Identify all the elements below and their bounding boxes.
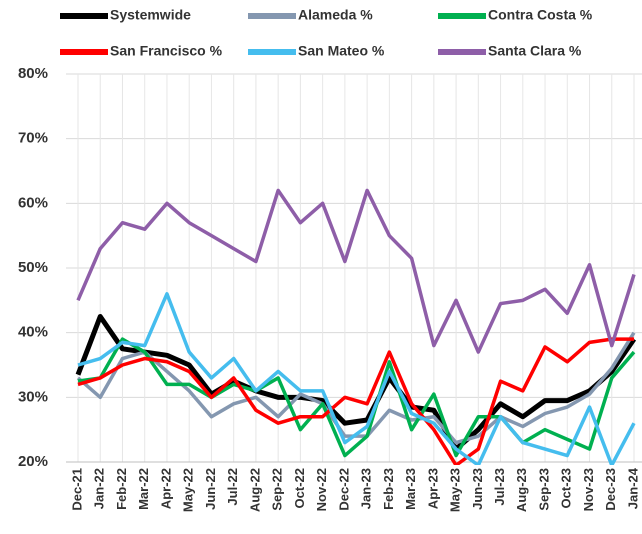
x-tick-label: Apr-22 <box>158 468 173 509</box>
x-tick-label: Jul-23 <box>492 468 507 506</box>
grid <box>66 73 642 463</box>
series-line <box>75 314 637 452</box>
x-tick-label: Apr-23 <box>425 468 440 509</box>
legend-label: Contra Costa % <box>488 7 593 23</box>
x-tick-label: Dec-23 <box>603 468 618 511</box>
x-tick-label: May-22 <box>181 468 196 512</box>
x-tick-label: Dec-21 <box>69 468 84 511</box>
legend-label: Santa Clara % <box>488 43 582 59</box>
series-line <box>76 188 636 354</box>
legend-label: Alameda % <box>298 7 373 23</box>
x-tick-label: Jun-22 <box>203 468 218 510</box>
x-tick-label: Feb-22 <box>114 468 129 510</box>
plot <box>75 188 637 465</box>
x-tick-label: Jan-23 <box>359 468 374 509</box>
x-tick-label: Jan-24 <box>625 467 640 509</box>
y-tick-label: 50% <box>18 259 48 276</box>
x-tick-label: Nov-22 <box>314 468 329 511</box>
y-tick-label: 80% <box>18 65 48 82</box>
x-tick-label: Aug-23 <box>514 468 529 512</box>
y-tick-label: 70% <box>18 130 48 147</box>
x-tick-label: Dec-22 <box>336 468 351 511</box>
x-tick-label: Feb-23 <box>381 468 396 510</box>
x-tick-label: Aug-22 <box>247 468 262 512</box>
x-tick-label: Mar-23 <box>403 468 418 510</box>
series-line <box>77 292 636 465</box>
x-tick-label: Jun-23 <box>470 468 485 510</box>
x-tick-label: Sep-22 <box>270 468 285 511</box>
series-line <box>77 337 636 458</box>
x-tick-label: Oct-22 <box>292 468 307 508</box>
x-tick-label: Jul-22 <box>225 468 240 506</box>
x-tick-label: Oct-23 <box>559 468 574 508</box>
y-tick-label: 20% <box>18 453 48 470</box>
y-tick-label: 60% <box>18 194 48 211</box>
y-tick-label: 40% <box>18 324 48 341</box>
x-tick-label: Mar-22 <box>136 468 151 510</box>
legend-label: San Mateo % <box>298 43 385 59</box>
legend-label: Systemwide <box>110 7 191 23</box>
x-tick-label: Sep-23 <box>536 468 551 511</box>
x-tick-label: Nov-23 <box>581 468 596 511</box>
series-line <box>77 337 634 465</box>
y-tick-label: 30% <box>18 388 48 405</box>
x-tick-label: Jan-22 <box>92 468 107 509</box>
x-tick-label: May-23 <box>448 468 463 512</box>
legend-label: San Francisco % <box>110 43 223 59</box>
